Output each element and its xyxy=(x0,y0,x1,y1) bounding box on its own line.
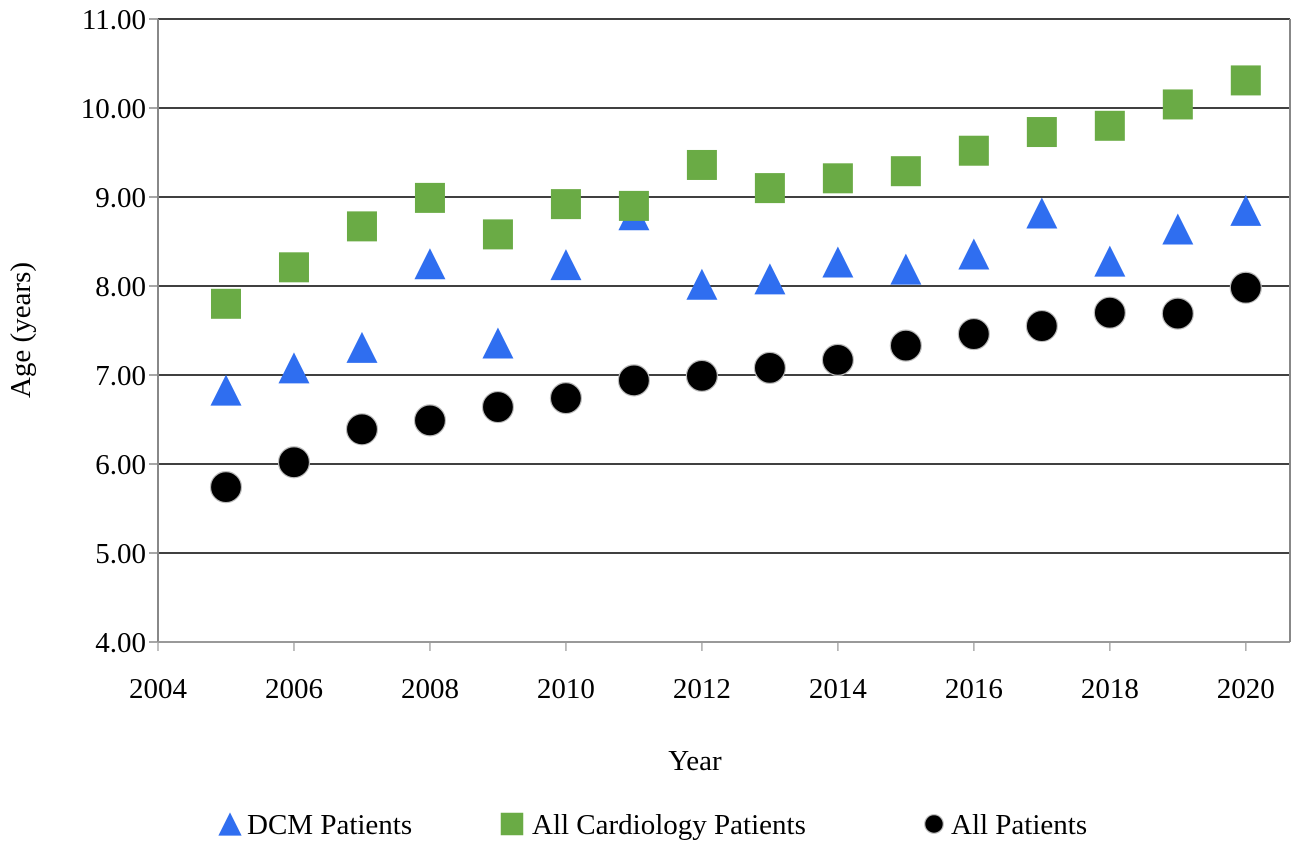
data-point-triangle xyxy=(210,374,242,406)
data-point-triangle xyxy=(1026,197,1058,229)
y-tick-label: 7.00 xyxy=(95,360,146,392)
data-point-square xyxy=(754,173,785,204)
y-tick-label: 9.00 xyxy=(95,182,146,214)
data-point-square xyxy=(210,288,241,319)
data-point-circle xyxy=(753,351,786,384)
data-point-square xyxy=(550,189,581,220)
grid-lines xyxy=(158,18,1290,554)
data-point-square xyxy=(686,149,717,180)
legend-label: DCM Patients xyxy=(247,809,412,841)
data-points xyxy=(209,65,1262,504)
data-point-triangle xyxy=(890,253,922,285)
data-point-circle xyxy=(1093,296,1126,329)
legend-item: All Patients xyxy=(924,809,1087,841)
x-tick-label: 2020 xyxy=(1217,673,1275,705)
x-tick-label: 2014 xyxy=(809,673,868,705)
series-all-cardiology-patients xyxy=(210,65,1261,319)
x-tick-label: 2012 xyxy=(673,673,731,705)
data-point-circle xyxy=(413,404,447,437)
data-point-circle xyxy=(481,390,515,424)
data-point-triangle xyxy=(1230,194,1262,226)
x-tick-label: 2010 xyxy=(537,673,595,705)
series-dcm-patients xyxy=(210,194,1262,406)
data-point-circle xyxy=(889,329,922,362)
data-point-circle xyxy=(821,343,854,376)
legend-label: All Patients xyxy=(951,809,1087,841)
data-point-square xyxy=(1162,89,1193,120)
data-point-triangle xyxy=(278,352,310,384)
data-point-triangle xyxy=(414,248,446,280)
y-tick-label: 5.00 xyxy=(95,538,146,570)
data-point-circle xyxy=(617,364,651,397)
data-point-square xyxy=(618,190,649,221)
x-tick-label: 2008 xyxy=(401,673,459,705)
y-tick-label: 6.00 xyxy=(95,449,146,481)
data-point-triangle xyxy=(482,327,514,359)
data-point-square xyxy=(346,211,377,242)
data-point-circle xyxy=(1161,297,1194,330)
x-tick-labels: 2004 2006 2008 2010 2012 2014 2016 2018 2020 xyxy=(129,673,1275,705)
y-tick-labels: 4.00 5.00 6.00 7.00 8.00 9.00 10.00 11.00 xyxy=(81,4,146,659)
y-tick-label: 11.00 xyxy=(82,4,146,36)
legend-square-icon xyxy=(500,812,524,836)
y-tick-label: 10.00 xyxy=(81,93,146,125)
data-point-square xyxy=(822,163,853,194)
data-point-square xyxy=(414,182,445,213)
legend: DCM Patients All Cardiology Patients All P… xyxy=(218,809,1087,841)
data-point-circle xyxy=(1229,271,1262,304)
legend-circle-icon xyxy=(924,814,944,834)
x-axis-title: Year xyxy=(668,745,722,777)
y-axis-title: Age (years) xyxy=(5,262,37,398)
data-point-circle xyxy=(277,446,311,479)
y-tick-label: 8.00 xyxy=(95,271,146,303)
data-point-circle xyxy=(685,359,719,392)
data-point-square xyxy=(1094,110,1125,141)
data-point-square xyxy=(278,252,309,283)
x-tick-label: 2006 xyxy=(265,673,323,705)
x-tick-label: 2018 xyxy=(1081,673,1139,705)
legend-label: All Cardiology Patients xyxy=(532,809,806,841)
data-point-triangle xyxy=(346,331,378,363)
data-point-circle xyxy=(209,471,243,504)
data-point-circle xyxy=(1025,309,1058,343)
data-point-square xyxy=(1230,65,1261,96)
legend-item: DCM Patients xyxy=(218,809,412,841)
data-point-square xyxy=(1026,117,1057,148)
axes xyxy=(149,18,1291,651)
data-point-circle xyxy=(345,413,379,446)
data-point-square xyxy=(482,219,513,250)
series-all-patients xyxy=(209,271,1262,504)
data-point-triangle xyxy=(822,246,854,278)
x-tick-label: 2004 xyxy=(129,673,188,705)
data-point-square xyxy=(890,156,921,187)
data-point-triangle xyxy=(550,249,582,281)
data-point-triangle xyxy=(754,263,786,295)
data-point-triangle xyxy=(1162,213,1194,245)
x-tick-label: 2016 xyxy=(945,673,1003,705)
legend-triangle-icon xyxy=(218,812,242,836)
data-point-circle xyxy=(549,382,583,415)
legend-item: All Cardiology Patients xyxy=(500,809,806,841)
data-point-triangle xyxy=(958,238,990,270)
data-point-triangle xyxy=(1094,245,1126,277)
data-point-circle xyxy=(957,317,990,351)
y-tick-label: 4.00 xyxy=(95,627,146,659)
data-point-square xyxy=(958,135,989,166)
data-point-triangle xyxy=(686,268,718,300)
